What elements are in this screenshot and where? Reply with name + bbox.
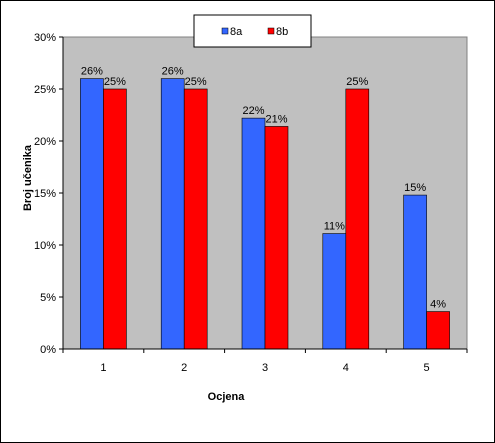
bar-8b-3 xyxy=(264,126,289,350)
bar-8b-2 xyxy=(183,88,208,350)
data-label-8b-2: 25% xyxy=(185,76,207,88)
x-tick-label: 3 xyxy=(262,362,268,374)
data-label-8b-5: 4% xyxy=(430,299,446,311)
data-label-8a-4: 11% xyxy=(324,221,345,233)
y-tick-label: 15% xyxy=(34,188,56,200)
bar-8b-5 xyxy=(426,311,450,350)
x-axis-title: Ocjena xyxy=(208,391,246,403)
legend-swatch-8a xyxy=(221,27,229,35)
y-axis-title: Broj učenika xyxy=(22,144,34,211)
data-label-8a-1: 26% xyxy=(81,66,103,78)
bar-8a-2 xyxy=(160,78,185,350)
y-tick-label: 5% xyxy=(40,292,56,304)
data-label-8a-3: 22% xyxy=(242,105,264,117)
bar-8a-1 xyxy=(80,78,104,350)
x-tick-label: 1 xyxy=(100,362,106,374)
x-tick-label: 4 xyxy=(343,362,349,374)
bar-8a-5 xyxy=(403,194,427,350)
data-label-8b-1: 25% xyxy=(104,76,126,88)
bar-8a-3 xyxy=(241,117,266,350)
x-tick-label: 5 xyxy=(424,362,430,374)
bar-8b-4 xyxy=(345,88,370,350)
data-label-8b-3: 21% xyxy=(265,113,287,125)
legend-swatch-8b xyxy=(267,27,275,35)
data-label-8b-4: 25% xyxy=(346,76,368,88)
y-tick-label: 25% xyxy=(34,84,56,96)
data-label-8a-5: 15% xyxy=(404,182,426,194)
legend-label-8b: 8b xyxy=(276,26,288,38)
y-tick-label: 10% xyxy=(34,240,56,252)
bar-8b-1 xyxy=(103,88,127,350)
y-tick-label: 30% xyxy=(34,32,56,44)
y-tick-label: 20% xyxy=(34,136,56,148)
legend: 8a 8b xyxy=(193,14,312,48)
y-tick-label: 0% xyxy=(40,344,56,356)
data-label-8a-2: 26% xyxy=(162,66,184,78)
x-tick-label: 2 xyxy=(181,362,187,374)
legend-box xyxy=(193,14,312,48)
legend-label-8a: 8a xyxy=(230,26,243,38)
bar-8a-4 xyxy=(322,233,347,350)
